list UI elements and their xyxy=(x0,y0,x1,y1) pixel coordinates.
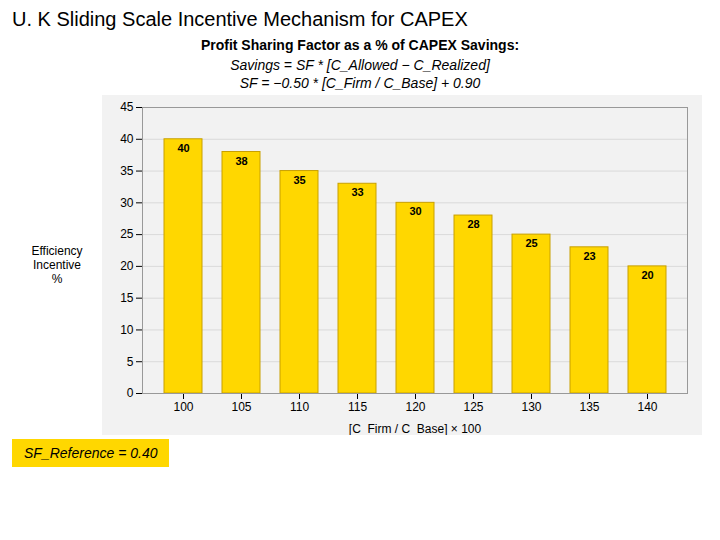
svg-text:120: 120 xyxy=(405,400,425,414)
html-text:Profit Sharing Factor as a % o: Profit Sharing Factor as a % of CAPEX Sa… xyxy=(200,37,520,53)
svg-text:30: 30 xyxy=(409,205,421,217)
svg-text:10: 10 xyxy=(120,323,134,337)
svg-text:25: 25 xyxy=(120,227,134,241)
svg-text:28: 28 xyxy=(467,218,479,230)
svg-text:35: 35 xyxy=(293,174,305,186)
svg-text:105: 105 xyxy=(231,400,251,414)
svg-text:110: 110 xyxy=(290,400,309,414)
svg-text:40: 40 xyxy=(120,132,134,146)
svg-text:125: 125 xyxy=(463,400,483,414)
svg-text:[C_Firm / C_Base] × 100: [C_Firm / C_Base] × 100 xyxy=(349,422,482,436)
svg-text:0: 0 xyxy=(127,386,134,400)
html-text:Savings = SF * [C_Allowed − C_: Savings = SF * [C_Allowed − C_Realized] xyxy=(230,57,490,73)
svg-text:140: 140 xyxy=(637,400,657,414)
html-text:SF_Reference = 0.40: SF_Reference = 0.40 xyxy=(24,445,158,461)
svg-text:5: 5 xyxy=(127,355,134,369)
html-text:Efficiency Incentive %: Efficiency Incentive % xyxy=(31,244,83,286)
svg-text:25: 25 xyxy=(525,237,537,249)
svg-text:38: 38 xyxy=(235,155,247,167)
svg-text:35: 35 xyxy=(120,164,134,178)
svg-text:115: 115 xyxy=(348,400,367,414)
svg-text:30: 30 xyxy=(120,196,134,210)
svg-text:130: 130 xyxy=(521,400,541,414)
svg-text:15: 15 xyxy=(120,291,134,305)
svg-text:45: 45 xyxy=(120,100,134,114)
html-text:U. K Sliding Scale Incentive M: U. K Sliding Scale Incentive Mechanism f… xyxy=(12,8,468,30)
svg-text:33: 33 xyxy=(351,186,363,198)
svg-text:23: 23 xyxy=(583,250,595,262)
svg-text:20: 20 xyxy=(120,259,134,273)
svg-text:40: 40 xyxy=(177,142,189,154)
html-text:SF = −0.50 * [C_Firm / C_Base]: SF = −0.50 * [C_Firm / C_Base] + 0.90 xyxy=(239,75,481,91)
svg-text:20: 20 xyxy=(641,269,653,281)
svg-text:100: 100 xyxy=(173,400,193,414)
svg-text:135: 135 xyxy=(579,400,599,414)
